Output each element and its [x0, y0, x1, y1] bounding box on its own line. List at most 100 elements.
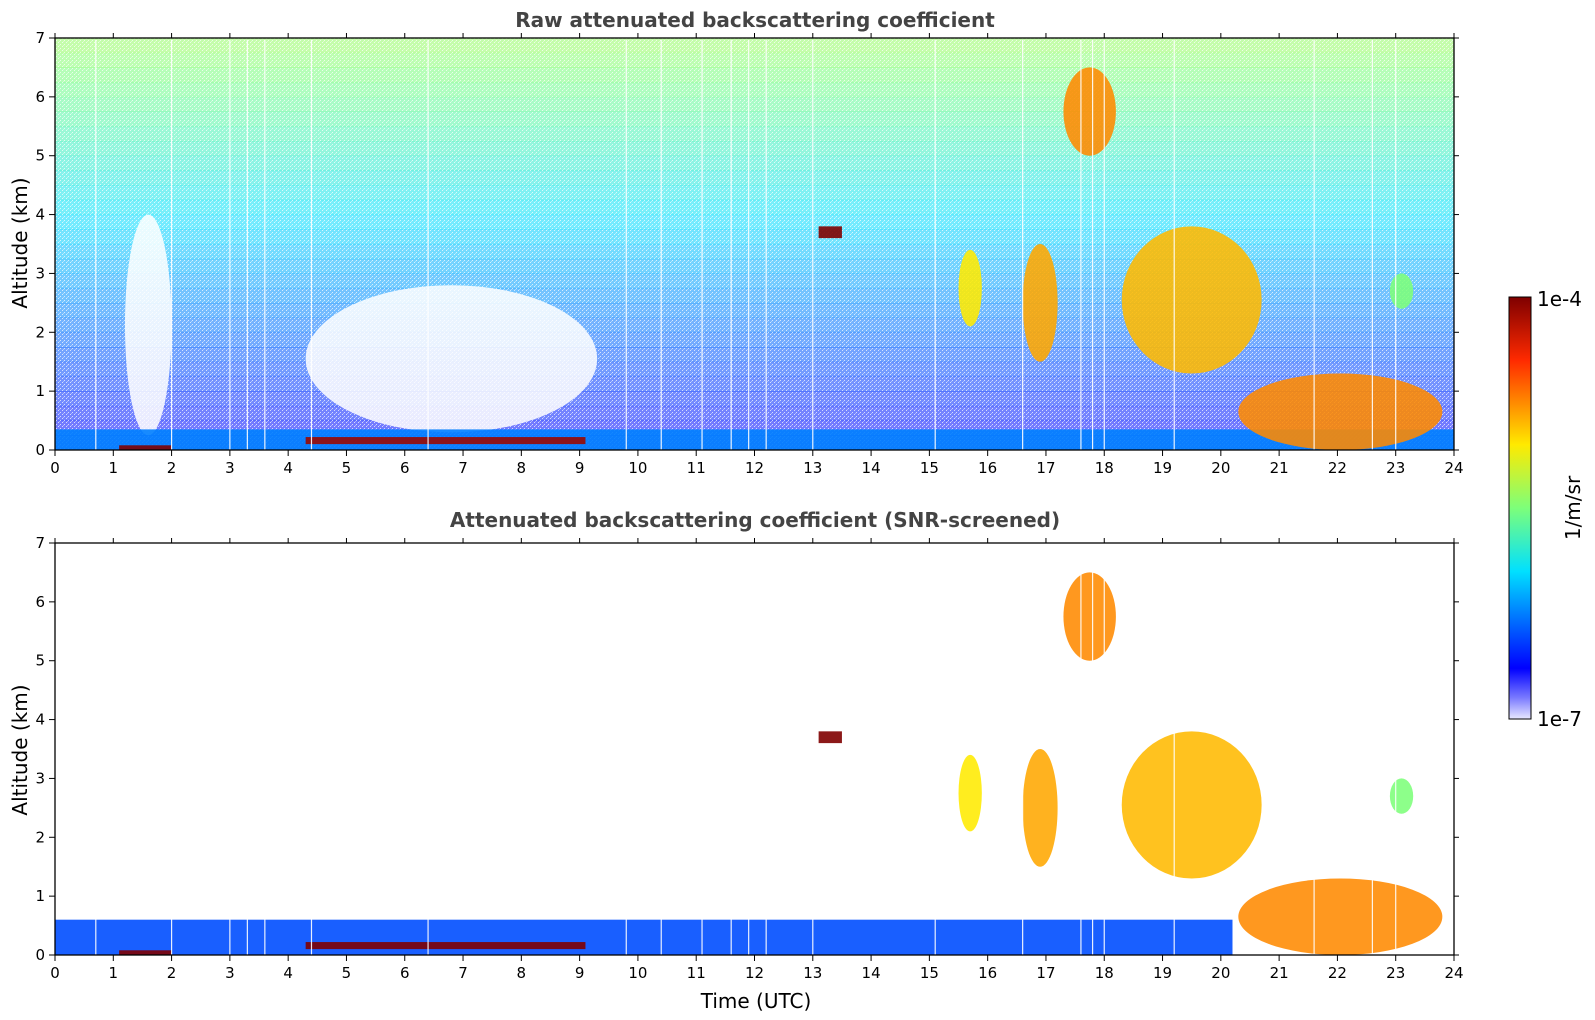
heatmap-feature — [818, 731, 842, 744]
heatmap-feature — [305, 942, 586, 950]
x-tick-label: 20 — [1211, 459, 1230, 477]
y-tick-label: 7 — [35, 534, 45, 552]
y-tick-label: 1 — [35, 887, 45, 905]
x-tick-label: 6 — [400, 964, 410, 982]
y-ticks: 0 1 2 3 4 5 6 7 — [35, 29, 1459, 459]
heatmap-feature — [818, 226, 842, 239]
x-tick-label: 19 — [1153, 964, 1172, 982]
heatmap-feature — [1389, 273, 1414, 309]
y-ticks: 0 1 2 3 4 5 6 7 — [35, 534, 1459, 964]
y-axis-label: Altitude (km) — [8, 177, 32, 308]
x-tick-label: 10 — [628, 964, 647, 982]
x-tick-label: 19 — [1153, 459, 1172, 477]
x-tick-label: 3 — [225, 964, 235, 982]
x-tick-label: 1 — [109, 964, 119, 982]
y-tick-label: 7 — [35, 29, 45, 47]
x-tick-label: 3 — [225, 459, 235, 477]
heatmap-feature — [1063, 67, 1116, 156]
y-axis-label: Altitude (km) — [8, 684, 32, 815]
heatmap-feature — [119, 950, 172, 955]
heatmap-feature — [958, 249, 982, 327]
colorbar-min-label: 1e-7 — [1537, 707, 1582, 731]
x-tick-label: 17 — [1036, 964, 1055, 982]
x-tick-label: 0 — [50, 459, 60, 477]
x-tick-label: 21 — [1270, 459, 1289, 477]
x-tick-label: 24 — [1444, 964, 1463, 982]
x-tick-label: 20 — [1211, 964, 1230, 982]
heatmap-feature — [1121, 731, 1262, 879]
y-tick-label: 2 — [35, 323, 45, 341]
x-tick-label: 24 — [1444, 459, 1463, 477]
colorbar-label: 1/m/sr — [1561, 475, 1585, 540]
x-tick-label: 2 — [167, 459, 177, 477]
y-tick-label: 5 — [35, 652, 45, 670]
x-tick-label: 11 — [687, 964, 706, 982]
y-tick-label: 4 — [35, 206, 45, 224]
y-tick-label: 0 — [35, 441, 45, 459]
x-tick-label: 5 — [342, 964, 352, 982]
x-tick-label: 6 — [400, 459, 410, 477]
y-tick-label: 3 — [35, 769, 45, 787]
x-tick-label: 12 — [745, 459, 764, 477]
colorbar-gradient — [1508, 296, 1532, 720]
y-tick-label: 6 — [35, 593, 45, 611]
x-tick-label: 0 — [50, 964, 60, 982]
x-tick-label: 10 — [628, 459, 647, 477]
x-tick-label: 22 — [1328, 964, 1347, 982]
raw-backscatter-panel: Raw attenuated backscattering coefficien… — [8, 8, 1464, 477]
x-tick-label: 16 — [978, 459, 997, 477]
heatmap-feature — [119, 445, 172, 450]
y-tick-label: 0 — [35, 946, 45, 964]
x-tick-label: 4 — [283, 459, 293, 477]
colorbar: 1e-4 1e-7 1/m/sr — [1508, 287, 1585, 731]
heatmap-feature — [1389, 778, 1414, 814]
x-tick-label: 14 — [862, 459, 881, 477]
heatmap-feature — [1238, 878, 1443, 955]
y-tick-label: 6 — [35, 88, 45, 106]
x-tick-label: 11 — [687, 459, 706, 477]
y-tick-label: 2 — [35, 828, 45, 846]
x-tick-label: 12 — [745, 964, 764, 982]
x-tick-label: 15 — [920, 459, 939, 477]
x-tick-label: 13 — [803, 964, 822, 982]
x-tick-label: 5 — [342, 459, 352, 477]
x-tick-label: 8 — [517, 459, 527, 477]
x-tick-label: 4 — [283, 964, 293, 982]
y-tick-label: 5 — [35, 147, 45, 165]
panel-title: Raw attenuated backscattering coefficien… — [515, 8, 995, 32]
low-signal-gap — [305, 285, 598, 433]
y-tick-label: 4 — [35, 711, 45, 729]
heatmap-feature — [1022, 244, 1058, 362]
heatmap-feature — [1063, 572, 1116, 661]
x-tick-label: 9 — [575, 459, 585, 477]
low-signal-gap — [124, 214, 172, 436]
x-axis-label: Time (UTC) — [700, 989, 812, 1013]
x-tick-label: 23 — [1386, 964, 1405, 982]
heatmap-feature — [305, 437, 586, 445]
x-tick-label: 14 — [862, 964, 881, 982]
x-tick-label: 7 — [458, 964, 468, 982]
x-ticks: 0 1 2 3 4 5 6 7 8 9 10 11 12 13 14 15 16 17 18 19 20 21 22 23 24 — [50, 538, 1464, 982]
y-tick-label: 1 — [35, 382, 45, 400]
x-ticks: 0 1 2 3 4 5 6 7 8 9 10 11 12 13 14 15 16 17 18 19 20 21 22 23 24 — [50, 33, 1464, 477]
x-tick-label: 13 — [803, 459, 822, 477]
heatmap-layer — [55, 38, 1454, 451]
x-tick-label: 7 — [458, 459, 468, 477]
x-tick-label: 9 — [575, 964, 585, 982]
panel-title: Attenuated backscattering coefficient (S… — [450, 508, 1060, 532]
y-tick-label: 3 — [35, 264, 45, 282]
x-tick-label: 21 — [1270, 964, 1289, 982]
x-tick-label: 1 — [109, 459, 119, 477]
x-tick-label: 22 — [1328, 459, 1347, 477]
x-tick-label: 17 — [1036, 459, 1055, 477]
heatmap-feature — [1238, 373, 1443, 450]
snr-screened-panel: Attenuated backscattering coefficient (S… — [8, 508, 1464, 1013]
x-tick-label: 2 — [167, 964, 177, 982]
heatmap-feature — [55, 919, 1233, 955]
colorbar-max-label: 1e-4 — [1537, 287, 1582, 311]
heatmap-feature — [1121, 226, 1262, 374]
heatmap-feature — [958, 754, 982, 832]
x-tick-label: 23 — [1386, 459, 1405, 477]
heatmap-layer — [55, 545, 1443, 955]
